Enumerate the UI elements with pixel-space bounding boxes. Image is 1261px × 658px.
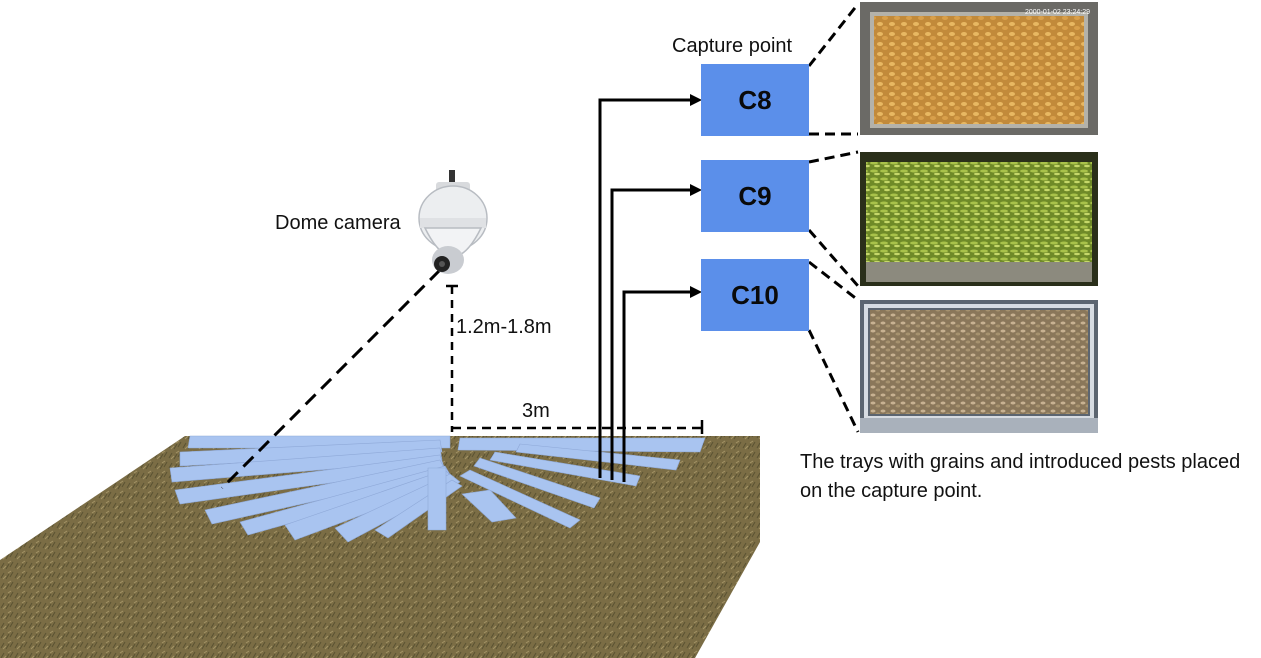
tray-description: The trays with grains and introduced pes… [800, 451, 1241, 502]
arrow-c10 [690, 286, 702, 298]
connection-lines [598, 98, 694, 482]
photo-connectors [807, 3, 860, 433]
view-line [220, 268, 442, 490]
arrow-c8 [690, 94, 702, 106]
capture-point-label: Capture point [672, 35, 793, 57]
height-range-label: 1.2m-1.8m [456, 316, 552, 338]
corn-tray-photo: 2000-01-02 23:24:29 [860, 2, 1098, 135]
wheat-tray-photo [860, 300, 1098, 433]
distance-label: 3m [522, 400, 550, 422]
corn-photo-timestamp: 2000-01-02 23:24:29 [1025, 9, 1090, 16]
label-strips [169, 435, 706, 543]
dome-camera-icon [418, 170, 488, 274]
capture-box-c10: C10 [701, 259, 809, 331]
mung-tray-photo [860, 152, 1098, 286]
arrow-c9 [690, 184, 702, 196]
capture-box-c9: C9 [701, 160, 809, 232]
dome-camera-label: Dome camera [275, 212, 401, 234]
capture-box-c8: C8 [701, 64, 809, 136]
